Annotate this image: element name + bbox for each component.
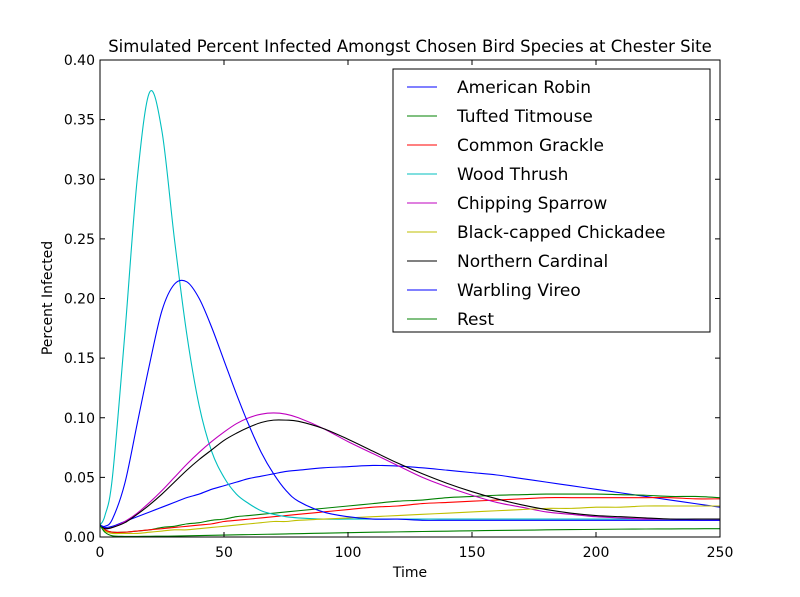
legend-label: Warbling Vireo — [457, 281, 581, 301]
series-line-2 — [99, 497, 721, 534]
y-tick-label: 0.25 — [64, 232, 95, 248]
x-tick-label: 250 — [707, 545, 734, 561]
legend-box — [392, 68, 711, 333]
series-line-4 — [99, 412, 721, 530]
y-tick-label: 0.30 — [64, 172, 95, 188]
y-tick-label: 0.20 — [64, 292, 95, 308]
x-tick-label: 0 — [96, 545, 105, 561]
x-tick-label: 150 — [459, 545, 486, 561]
series-line-0 — [99, 464, 721, 529]
legend-label: Black-capped Chickadee — [457, 223, 666, 243]
legend-label: Northern Cardinal — [457, 252, 608, 272]
x-tick-label: 50 — [215, 545, 233, 561]
x-tick-label: 200 — [583, 545, 610, 561]
y-tick-label: 0.35 — [64, 113, 95, 129]
y-tick-label: 0.05 — [64, 470, 95, 486]
legend-label: Tufted Titmouse — [456, 107, 593, 127]
series-line-6 — [99, 419, 720, 530]
y-axis-ticks: 0.00 0.05 0.10 0.15 0.20 0.25 0.30 0.35 0.40 — [64, 53, 720, 546]
y-axis-label: Percent Infected — [40, 241, 56, 355]
y-tick-label: 0.40 — [64, 53, 95, 69]
series-line-7 — [99, 279, 720, 528]
legend: American Robin Tufted Titmouse Common Grac… — [392, 68, 711, 333]
x-tick-label: 100 — [335, 545, 362, 561]
legend-label: Chipping Sparrow — [457, 194, 607, 214]
chart-title: Simulated Percent Infected Amongst Chose… — [108, 37, 712, 56]
series-line-1 — [99, 493, 721, 534]
legend-label: Wood Thrush — [457, 165, 568, 185]
x-axis-label: Time — [392, 565, 427, 581]
series-line-5 — [99, 505, 720, 535]
legend-label: Rest — [457, 310, 494, 330]
legend-label: American Robin — [457, 78, 591, 98]
series-line-3 — [99, 90, 720, 526]
y-tick-label: 0.10 — [64, 411, 95, 427]
legend-label: Common Grackle — [457, 136, 604, 156]
x-axis-ticks: 0 50 100 150 200 250 — [96, 60, 734, 561]
y-tick-label: 0.15 — [64, 351, 95, 367]
y-tick-label: 0.00 — [64, 530, 95, 546]
plot-lines — [99, 90, 721, 537]
series-line-8 — [99, 524, 721, 537]
